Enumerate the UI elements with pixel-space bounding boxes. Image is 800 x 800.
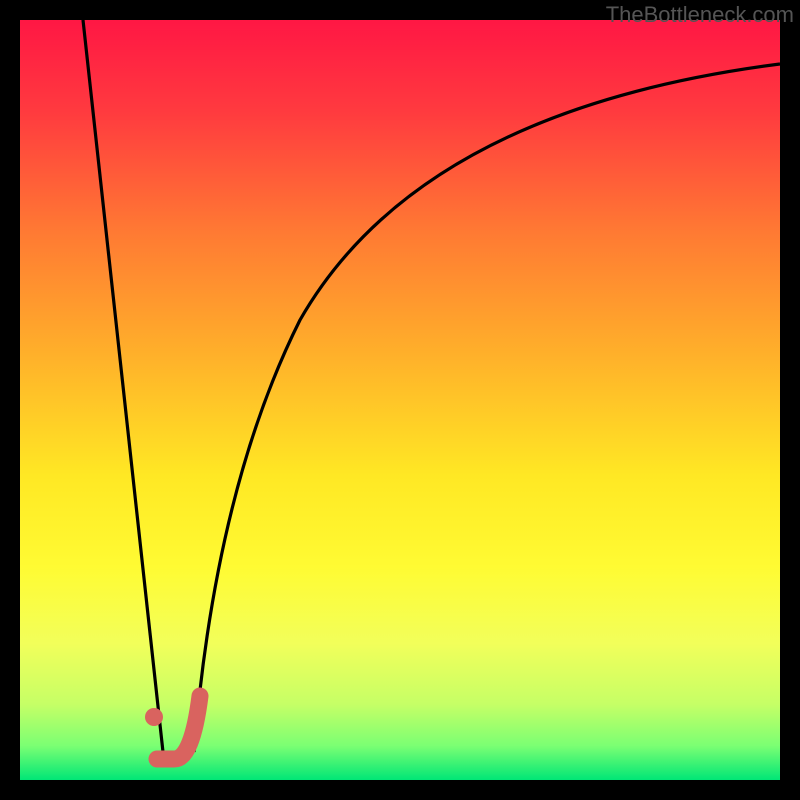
watermark-text: TheBottleneck.com: [606, 2, 794, 28]
plot-background: [20, 20, 780, 780]
marker-dot: [145, 708, 163, 726]
chart-svg: [0, 0, 800, 800]
bottleneck-chart: TheBottleneck.com: [0, 0, 800, 800]
